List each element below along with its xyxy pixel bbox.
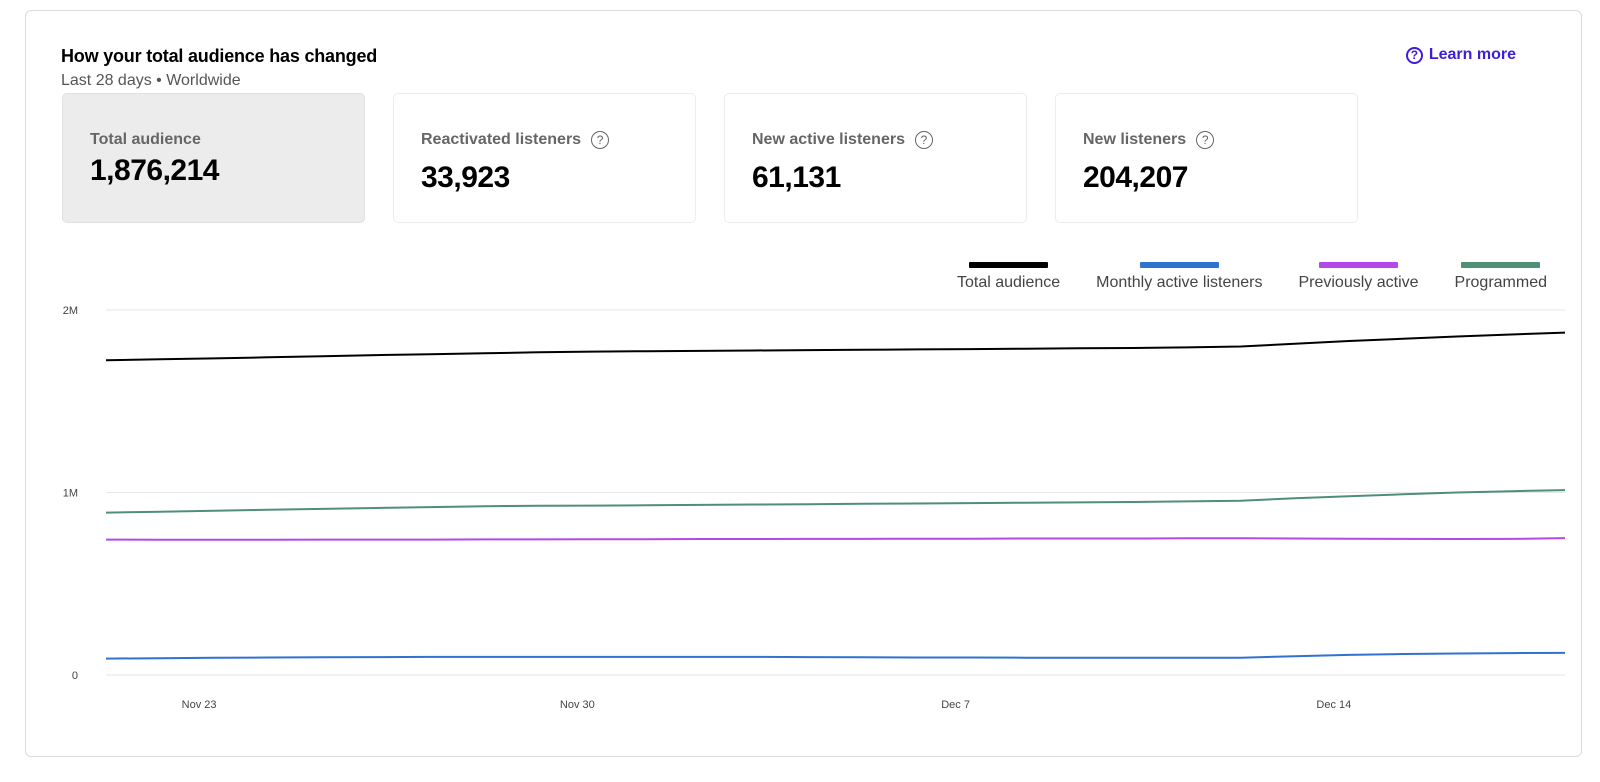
y-tick-label: 0	[72, 670, 78, 682]
x-tick-label: Nov 30	[560, 699, 595, 711]
x-tick-label: Dec 14	[1316, 699, 1351, 711]
stat-value: 33,923	[421, 161, 510, 194]
stat-value: 61,131	[752, 161, 841, 194]
stat-card-reactivated-listeners[interactable]: Reactivated listeners ? 33,923	[393, 93, 696, 223]
stat-label: New active listeners ?	[752, 131, 933, 149]
series-line-programmed[interactable]	[105, 489, 1566, 514]
series-line-total-audience[interactable]	[105, 331, 1566, 362]
stat-value: 1,876,214	[90, 154, 219, 187]
legend-item-previously-active[interactable]: Previously active	[1298, 262, 1419, 292]
y-tick-label: 2M	[63, 305, 78, 317]
help-icon[interactable]: ?	[1196, 131, 1215, 149]
legend-label: Programmed	[1454, 274, 1547, 291]
series-line-previously-active[interactable]	[105, 537, 1566, 541]
stat-card-new-listeners[interactable]: New listeners ? 204,207	[1055, 93, 1358, 223]
legend-label: Monthly active listeners	[1096, 274, 1263, 291]
stat-label: New listeners ?	[1083, 131, 1215, 149]
legend-label: Total audience	[956, 274, 1061, 291]
legend-item-monthly-active-listeners[interactable]: Monthly active listeners	[1096, 262, 1262, 292]
x-tick-label: Nov 23	[182, 699, 217, 711]
date-range-subtitle: Last 28 days • Worldwide	[61, 72, 241, 89]
learn-more-link[interactable]: ? Learn more	[1405, 46, 1516, 64]
legend-item-total-audience[interactable]: Total audience	[957, 262, 1060, 292]
chart-legend: Total audience Monthly active listeners …	[957, 262, 1547, 292]
legend-item-programmed[interactable]: Programmed	[1455, 262, 1547, 292]
x-tick-label: Dec 7	[941, 699, 970, 711]
question-circle-icon: ?	[1405, 46, 1423, 64]
stat-card-total-audience[interactable]: Total audience 1,876,214	[62, 93, 365, 223]
legend-label: Previously active	[1298, 274, 1419, 291]
legend-swatch	[1318, 262, 1398, 268]
legend-swatch	[1461, 262, 1541, 268]
page-title: How your total audience has changed	[61, 46, 378, 66]
stat-card-new-active-listeners[interactable]: New active listeners ? 61,131	[724, 93, 1027, 223]
help-icon[interactable]: ?	[591, 131, 610, 149]
legend-swatch	[969, 262, 1049, 268]
y-tick-label: 1M	[63, 488, 78, 500]
series-line-monthly-active-listeners[interactable]	[105, 651, 1566, 660]
line-chart: 0 1M 2M Nov 23 Nov 30 Dec 7 Dec 14	[63, 305, 1566, 711]
stat-label: Reactivated listeners ?	[421, 131, 610, 149]
legend-swatch	[1139, 262, 1219, 268]
help-icon[interactable]: ?	[914, 131, 933, 149]
stat-value: 204,207	[1083, 161, 1188, 194]
stat-label: Total audience	[90, 131, 201, 148]
learn-more-label: Learn more	[1428, 46, 1516, 63]
